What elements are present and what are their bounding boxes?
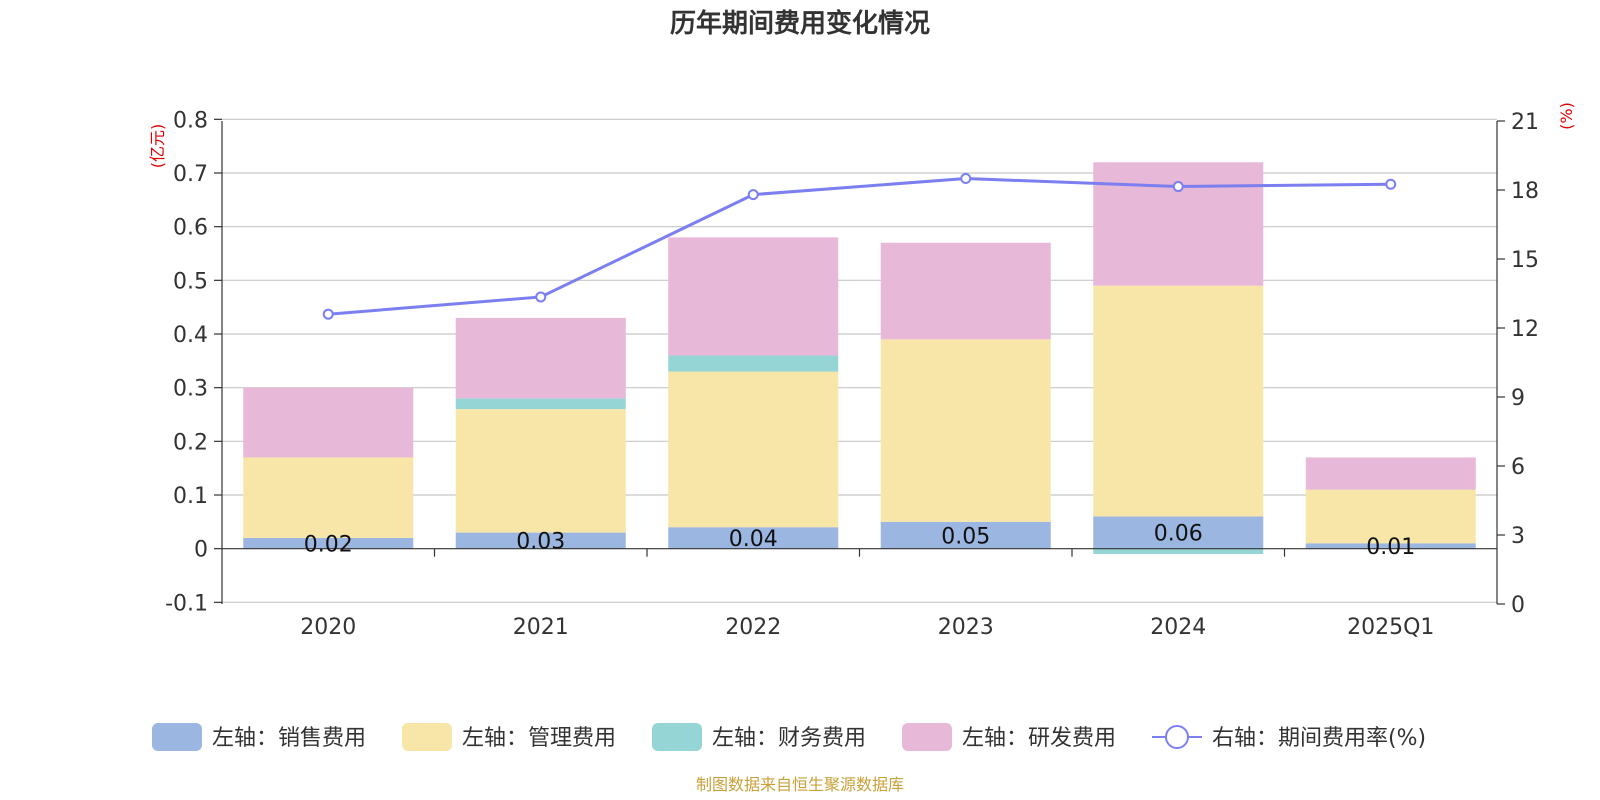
bar-segment	[1305, 543, 1476, 549]
grid-lines	[222, 118, 1497, 603]
x-tick-label: 2020	[300, 615, 356, 640]
right-axis-unit: (%)	[1557, 102, 1576, 130]
rate-point	[535, 291, 547, 303]
bar-segment	[880, 242, 1051, 340]
axes-group: -0.1 0 0.1 0.2 0.3 0.4 0.5 0.6 0.7 0.8 0 3 6 9 12 15 18 2…	[165, 108, 1539, 640]
source-note: 制图数据来自恒生聚源数据库	[696, 775, 904, 794]
bar-segment	[1093, 516, 1264, 549]
legend-label: 左轴：财务费用	[712, 726, 866, 751]
chart-title: 历年期间费用变化情况	[670, 8, 930, 39]
legend-label: 右轴：期间费用率(%)	[1212, 726, 1426, 751]
bar-segment	[1093, 548, 1264, 555]
data-label: 0.02	[304, 532, 353, 557]
right-tick-label: 21	[1511, 110, 1539, 135]
x-tick-label: 2022	[725, 615, 781, 640]
left-tick-label: 0.8	[173, 108, 208, 133]
legend-swatch	[652, 723, 702, 751]
right-tick-label: 0	[1511, 593, 1525, 618]
x-tick-label: 2021	[513, 615, 569, 640]
legend-swatch	[152, 723, 202, 751]
bar-segment	[1305, 457, 1476, 490]
bar-segment	[668, 371, 839, 528]
rate-point	[1385, 178, 1397, 190]
bar-segment	[668, 237, 839, 356]
left-tick-label: 0.2	[173, 430, 208, 455]
rate-point	[1172, 181, 1184, 193]
legend-label: 左轴：管理费用	[462, 726, 616, 751]
bar-segment	[455, 532, 626, 549]
bar-segment	[880, 339, 1051, 522]
legend-label: 左轴：研发费用	[962, 726, 1116, 751]
bar-segment	[668, 527, 839, 549]
x-tick-label: 2025Q1	[1347, 615, 1434, 640]
right-tick-label: 3	[1511, 524, 1525, 549]
bar-segment	[1093, 162, 1264, 286]
data-label: 0.06	[1154, 522, 1203, 547]
legend-label: 左轴：销售费用	[212, 726, 366, 751]
left-tick-label: 0.6	[173, 216, 208, 241]
legend-swatch-marker	[1165, 725, 1189, 749]
data-label: 0.05	[941, 524, 990, 549]
legend-swatch	[902, 723, 952, 751]
x-tick-label: 2024	[1150, 615, 1206, 640]
left-axis-unit: (亿元)	[148, 124, 167, 169]
bar-segment	[243, 387, 414, 458]
left-tick-label: 0.7	[173, 162, 208, 187]
legend-swatch	[402, 723, 452, 751]
left-tick-label: -0.1	[165, 591, 208, 616]
right-tick-label: 6	[1511, 455, 1525, 480]
rate-point	[960, 173, 972, 184]
left-tick-label: 0.4	[173, 323, 208, 348]
data-labels-group: 0.02 0.03 0.04 0.05 0.06 0.01	[304, 522, 1415, 560]
bar-segment	[455, 409, 626, 533]
bars-group	[243, 162, 1476, 555]
rate-line-group	[322, 173, 1397, 320]
bar-segment	[880, 521, 1051, 549]
legend: 左轴：销售费用 左轴：管理费用 左轴：财务费用 左轴：研发费用 右轴：期间费用率(%)	[152, 723, 1426, 751]
left-tick-label: 0	[194, 538, 208, 563]
rate-point	[322, 308, 334, 320]
bar-segment	[1305, 489, 1476, 544]
bar-segment	[455, 398, 626, 410]
bar-segment	[668, 355, 839, 372]
left-tick-label: 0.3	[173, 377, 208, 402]
bar-segment	[243, 457, 414, 538]
bar-segment	[243, 537, 414, 549]
right-tick-label: 15	[1511, 248, 1539, 273]
right-tick-label: 12	[1511, 317, 1539, 342]
x-tick-label: 2023	[938, 615, 994, 640]
bar-segment	[1093, 285, 1264, 517]
data-label: 0.04	[729, 527, 778, 552]
data-label: 0.03	[516, 530, 565, 555]
left-tick-label: 0.1	[173, 484, 208, 509]
right-tick-label: 9	[1511, 386, 1525, 411]
rate-line	[328, 176, 1391, 316]
data-label: 0.01	[1366, 535, 1415, 560]
rate-point	[747, 189, 759, 201]
bar-segment	[455, 317, 626, 399]
left-tick-label: 0.5	[173, 269, 208, 294]
right-tick-label: 18	[1511, 179, 1539, 204]
